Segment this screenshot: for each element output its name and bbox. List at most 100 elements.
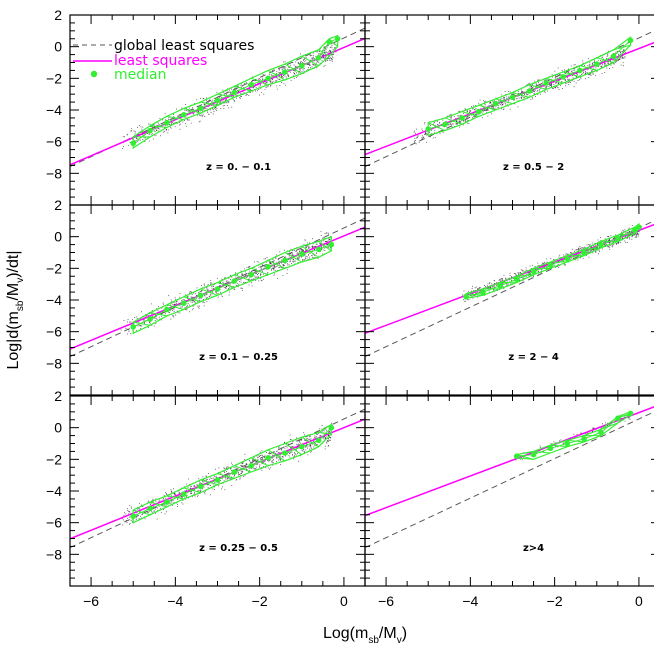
scatter-point — [625, 232, 627, 234]
scatter-point — [286, 445, 288, 447]
scatter-point — [618, 54, 619, 56]
scatter-point — [261, 271, 263, 272]
scatter-point — [306, 445, 308, 447]
scatter-point — [184, 119, 185, 121]
scatter-point — [254, 83, 256, 85]
scatter-point — [529, 86, 531, 88]
scatter-point — [181, 487, 182, 489]
scatter-point — [151, 500, 153, 501]
scatter-point — [614, 237, 616, 238]
scatter-point — [601, 57, 603, 59]
scatter-point — [628, 231, 630, 233]
scatter-point — [293, 70, 294, 71]
scatter-point — [215, 291, 217, 293]
scatter-point — [241, 463, 243, 465]
scatter-point — [564, 73, 566, 74]
scatter-point — [230, 468, 232, 469]
scatter-point — [597, 244, 599, 246]
scatter-point — [557, 263, 559, 265]
scatter-point — [279, 266, 281, 268]
scatter-point — [193, 103, 195, 104]
scatter-point — [562, 254, 564, 256]
scatter-point — [522, 269, 524, 271]
scatter-point — [300, 440, 302, 441]
scatter-point — [608, 239, 610, 241]
scatter-point — [316, 51, 318, 53]
scatter-point — [327, 60, 329, 61]
scatter-point — [269, 74, 270, 76]
scatter-point — [530, 268, 532, 269]
scatter-point — [452, 123, 454, 125]
scatter-point — [555, 87, 556, 89]
scatter-point — [558, 83, 559, 84]
scatter-point — [309, 439, 311, 441]
scatter-point — [327, 232, 329, 234]
scatter-point — [154, 320, 156, 321]
scatter-point — [474, 116, 476, 117]
scatter-point — [638, 235, 640, 237]
scatter-point — [203, 479, 205, 481]
scatter-point — [303, 250, 305, 252]
scatter-point — [591, 242, 593, 244]
scatter-point — [270, 81, 271, 83]
scatter-point — [155, 314, 156, 316]
scatter-point — [565, 253, 567, 255]
scatter-point — [189, 484, 190, 485]
scatter-point — [488, 287, 490, 289]
scatter-point — [241, 86, 243, 88]
scatter-point — [290, 253, 292, 255]
scatter-point — [526, 94, 528, 96]
scatter-point — [608, 50, 610, 52]
scatter-point — [295, 65, 297, 67]
scatter-point — [591, 246, 593, 248]
scatter-point — [283, 265, 284, 267]
scatter-point — [276, 73, 278, 74]
scatter-point — [179, 293, 181, 294]
scatter-point — [553, 84, 555, 85]
scatter-point — [135, 329, 137, 331]
scatter-point — [587, 251, 589, 253]
scatter-point — [270, 269, 272, 271]
scatter-point — [522, 278, 524, 280]
scatter-point — [155, 508, 157, 510]
scatter-point — [482, 112, 484, 114]
scatter-point — [204, 294, 205, 296]
scatter-point — [296, 449, 297, 451]
scatter-point — [439, 122, 440, 124]
scatter-point — [332, 52, 334, 54]
scatter-point — [144, 133, 146, 134]
scatter-point — [291, 254, 293, 256]
scatter-point — [315, 56, 317, 58]
scatter-point — [330, 50, 332, 52]
scatter-point — [329, 59, 330, 61]
scatter-point — [329, 50, 331, 52]
scatter-point — [255, 273, 257, 275]
scatter-point — [236, 479, 238, 480]
scatter-point — [245, 81, 247, 83]
scatter-point — [300, 249, 302, 251]
scatter-point — [218, 467, 220, 469]
scatter-point — [191, 485, 192, 487]
scatter-point — [212, 99, 214, 101]
scatter-point — [571, 257, 573, 259]
scatter-point — [226, 280, 228, 282]
scatter-point — [168, 496, 170, 498]
redshift-label: z = 0.1 − 0.25 — [199, 352, 278, 363]
scatter-point — [535, 84, 537, 86]
scatter-point — [129, 511, 131, 513]
scatter-point — [293, 72, 294, 74]
scatter-point — [187, 304, 188, 306]
scatter-point — [565, 85, 567, 87]
scatter-point — [447, 124, 449, 125]
scatter-point — [553, 259, 554, 260]
scatter-point — [131, 128, 133, 130]
scatter-point — [279, 251, 281, 253]
scatter-point — [475, 292, 477, 294]
scatter-point — [126, 134, 128, 136]
scatter-point — [179, 124, 180, 126]
scatter-point — [138, 508, 140, 509]
scatter-point — [594, 242, 596, 244]
scatter-point — [312, 57, 314, 59]
scatter-point — [464, 108, 466, 110]
scatter-point — [203, 481, 205, 483]
